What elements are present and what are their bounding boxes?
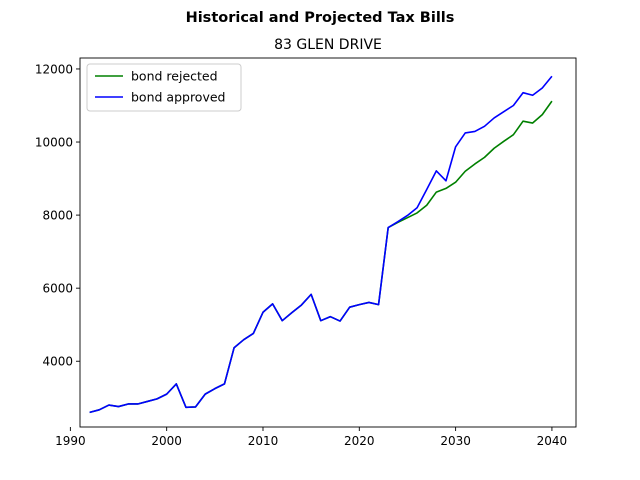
chart-title: 83 GLEN DRIVE (274, 37, 382, 53)
legend-box (86, 63, 242, 112)
legend-label-bond-rejected: bond rejected (131, 69, 218, 84)
y-tick-label: 10000 (35, 136, 73, 150)
series-line-bond-rejected (89, 100, 553, 414)
x-axis: 1990 2000 2010 2020 2030 2040 (55, 427, 567, 448)
legend: bond rejected bond approved (86, 63, 242, 112)
x-tick-label: 2000 (151, 434, 182, 448)
y-axis: 4000 6000 8000 10000 12000 (35, 62, 80, 369)
x-tick-label: 2020 (344, 434, 375, 448)
y-tick-label: 12000 (35, 62, 73, 76)
y-tick-label: 8000 (42, 209, 73, 223)
plot-frame (79, 57, 577, 428)
series-lines (89, 75, 553, 414)
x-tick-label: 2030 (440, 434, 471, 448)
legend-label-bond-approved: bond approved (131, 90, 225, 105)
x-tick-label: 2010 (248, 434, 279, 448)
chart-suptitle: Historical and Projected Tax Bills (186, 10, 455, 26)
series-line-bond-approved (89, 75, 553, 414)
y-tick-label: 4000 (42, 355, 73, 369)
x-tick-label: 2040 (537, 434, 568, 448)
x-tick-label: 1990 (55, 434, 86, 448)
y-tick-label: 6000 (42, 282, 73, 296)
